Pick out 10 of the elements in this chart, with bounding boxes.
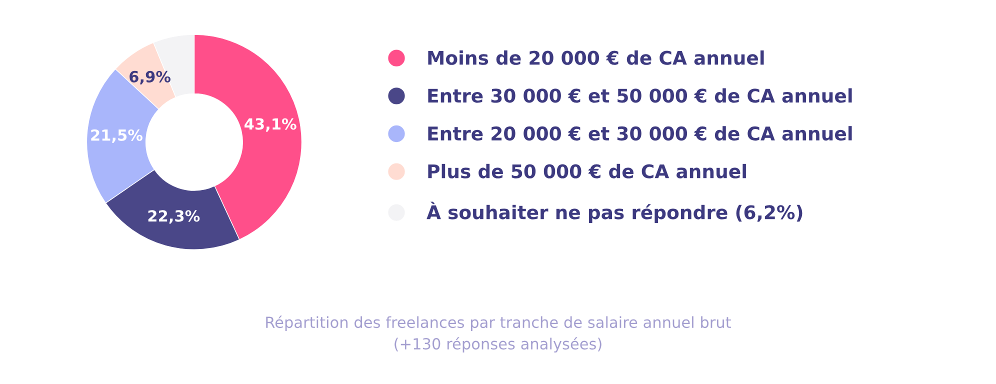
data-label: 22,3% [148,210,200,224]
data-label: 6,9% [130,70,170,84]
data-label: 21,5% [91,129,142,143]
legend-label: Entre 30 000 € et 50 000 € de CA annuel [428,88,852,103]
text: Répartition des freelances par tranche de salaire annuel brut (+130 réponses analysées) [266,316,731,353]
legend-label: Moins de 20 000 € de CA annuel [428,50,764,65]
data-label: 43,1% [244,118,296,132]
legend-label: Plus de 50 000 € de CA annuel [428,164,746,178]
legend-label: À souhaiter ne pas répondre (6,2%) [426,202,802,223]
legend-label: Entre 20 000 € et 30 000 € de CA annuel [428,126,852,141]
